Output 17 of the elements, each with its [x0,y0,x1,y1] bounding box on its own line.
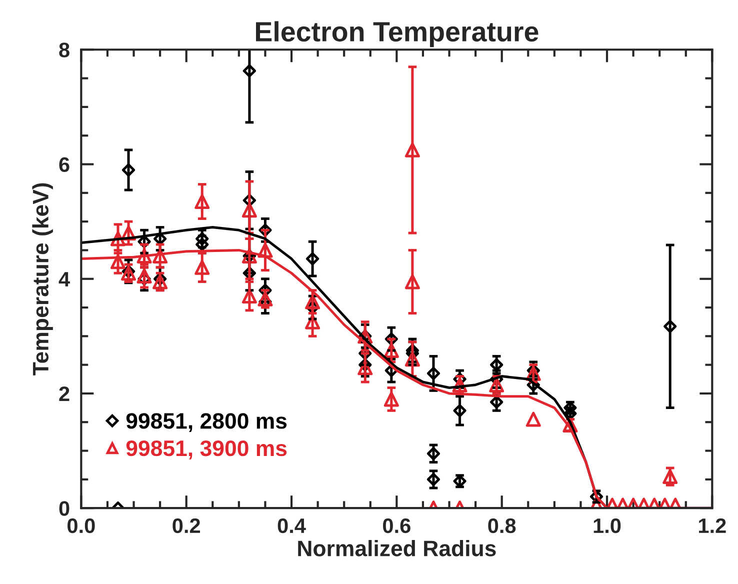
x-tick-label: 0.2 [172,518,200,534]
legend-label: 99851, 2800 ms [126,413,287,432]
x-tick-label: 1.2 [699,518,726,533]
y-tick-label: 2 [59,386,70,402]
y-tick-label: 0 [59,501,70,516]
x-tick-label: 0.6 [383,518,410,534]
x-tick-label: 1.0 [594,518,621,534]
x-tick-label: 0.4 [278,518,306,534]
legend-label: 99851, 3900 ms [126,440,287,460]
x-tick-label: 0.8 [488,518,516,534]
y-tick-label: 6 [59,157,70,172]
y-tick-label: 8 [59,42,70,58]
y-axis-title: Temperature (keV) [32,183,53,376]
x-axis-title: Normalized Radius [298,540,496,556]
chart-title: Electron Temperature [256,21,538,48]
x-tick-label: 0.0 [68,518,95,534]
y-tick-label: 4 [58,272,70,286]
